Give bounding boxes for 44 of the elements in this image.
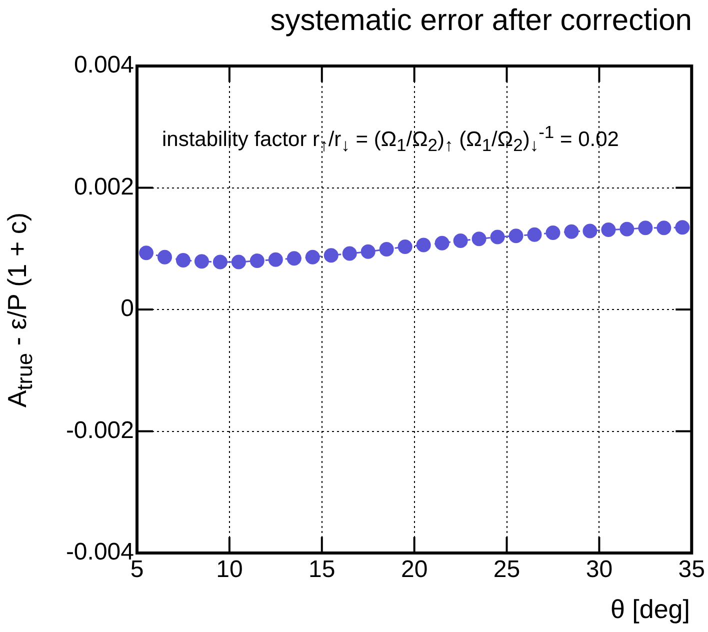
point [138,246,154,260]
point [582,224,598,238]
point [527,227,542,242]
point [620,222,634,236]
x-axis-title: θ [deg] [610,594,690,625]
point [508,228,524,244]
point [194,254,209,269]
y-tick-label: 0.004 [74,52,134,79]
text: instability factor r$_{↑}$/r$_{↓}$ = (Ω$_{1}$/Ω$_{2}$)$_{↑}$ (Ω$_{1}$/Ω$_{2}$)$_{↓}$$^{-1}$ = 0.02 [162,122,619,156]
point [675,220,690,235]
y-tick-label: -0.002 [66,416,134,444]
x-tick-label: 25 [493,556,520,584]
point [564,224,579,239]
point [231,254,246,270]
point [398,240,412,254]
point [601,222,616,238]
y-tick-label: 0.002 [74,173,134,200]
point [416,238,431,252]
point [546,226,560,240]
point [286,251,302,266]
x-tick-label: 35 [678,556,706,584]
y-tick-label: 0 [120,295,134,322]
point [268,252,283,267]
point [176,252,190,268]
x-tick-label: 5 [130,556,144,584]
point [324,248,338,263]
point [490,230,505,244]
point [250,254,264,268]
point [342,246,357,261]
point [305,250,320,264]
point [157,250,172,264]
x-tick-label: 20 [400,556,428,584]
x-tick-label: 10 [216,556,243,584]
point [472,232,486,246]
point [453,233,468,248]
x-tick-label: 15 [308,556,336,584]
point [379,242,394,256]
point [638,220,653,236]
point [212,254,228,270]
x-tick-label: 30 [586,556,613,584]
point [656,220,672,236]
chart-title: systematic error after correction [270,4,692,38]
point [360,244,376,259]
point [434,236,450,250]
